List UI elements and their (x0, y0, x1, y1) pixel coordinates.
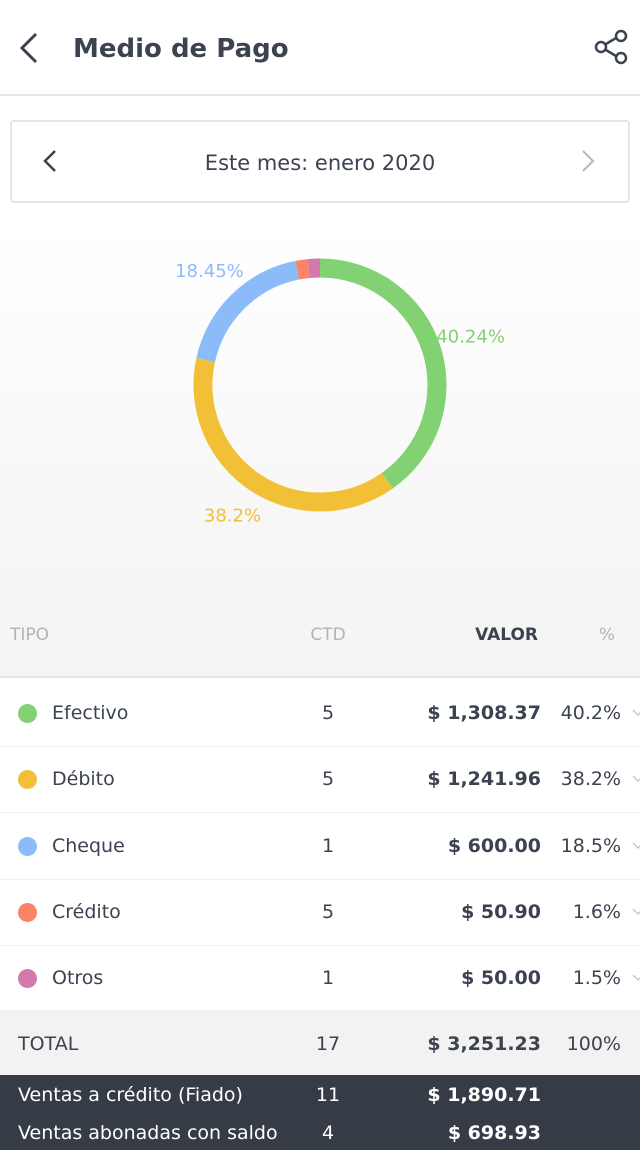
color-dot (18, 902, 37, 922)
row-name: Cheque (52, 834, 125, 857)
footer-valor: $ 1,890.71 (427, 1084, 541, 1106)
row-valor: $ 600.00 (447, 834, 541, 857)
row-valor: $ 1,241.96 (427, 768, 541, 791)
row-valor: $ 50.00 (461, 967, 541, 990)
color-dot (18, 770, 37, 790)
period-selector (10, 120, 630, 203)
total-label: TOTAL (18, 1033, 79, 1055)
row-name: Crédito (52, 900, 121, 923)
row-name: Otros (52, 967, 104, 990)
donut-label: 38.2% (204, 506, 261, 527)
donut-segment (193, 357, 393, 512)
color-dot (18, 969, 37, 989)
row-pct: 18.5% (560, 834, 621, 857)
footer-name: Ventas a crédito (Fiado) (18, 1084, 243, 1106)
chevron-icon (632, 908, 640, 915)
donut-segment (196, 260, 300, 363)
footer-ctd: 11 (315, 1084, 341, 1106)
back-button[interactable] (14, 30, 46, 66)
row-pct: 1.5% (572, 967, 621, 990)
table-row[interactable] (0, 680, 640, 747)
total-ctd: 17 (315, 1033, 341, 1055)
row-valor: $ 50.90 (461, 900, 541, 923)
row-pct: 38.2% (560, 768, 621, 791)
donut-segment (307, 258, 321, 279)
chart-area (0, 225, 640, 590)
row-expand[interactable] (632, 708, 640, 718)
footer-name: Ventas abonadas con saldo (18, 1122, 278, 1144)
column-header: % (598, 625, 616, 645)
table-row[interactable] (0, 879, 640, 946)
table-row[interactable] (0, 746, 640, 814)
donut-label: 40.24% (436, 326, 505, 347)
app-bar (0, 0, 640, 96)
donut-segment (295, 259, 310, 280)
row-ctd: 1 (321, 834, 335, 857)
share-button[interactable] (592, 28, 632, 68)
prev-period[interactable] (40, 148, 60, 176)
donut-segment (319, 258, 447, 489)
row-ctd: 5 (321, 702, 335, 724)
row-pct: 1.6% (572, 900, 621, 923)
row-ctd: 5 (321, 900, 335, 923)
chevron-icon (632, 842, 640, 849)
chevron-icon (632, 775, 640, 783)
color-dot (18, 704, 37, 723)
row-pct: 40.2% (560, 702, 621, 724)
row-expand[interactable] (632, 841, 640, 851)
column-header: TIPO (10, 625, 50, 645)
footer-valor: $ 698.93 (447, 1122, 541, 1144)
total-row (0, 1010, 640, 1075)
total-pct: 100% (566, 1033, 621, 1055)
summary-footer (0, 1075, 640, 1150)
period-label: Este mes: enero 2020 (204, 151, 436, 175)
row-expand[interactable] (632, 973, 640, 983)
color-dot (18, 836, 37, 856)
next-period[interactable] (578, 148, 598, 176)
row-expand[interactable] (632, 907, 640, 917)
row-name: Efectivo (52, 702, 129, 724)
row-ctd: 5 (321, 768, 335, 791)
total-valor: $ 3,251.23 (427, 1033, 541, 1055)
row-name: Débito (52, 768, 115, 791)
column-header[interactable]: VALOR (475, 625, 538, 645)
column-header: CTD (310, 625, 346, 645)
row-expand[interactable] (632, 774, 640, 784)
donut-label: 18.45% (175, 261, 244, 282)
table-row[interactable] (0, 813, 640, 880)
chevron-icon (632, 974, 640, 982)
page-title: Medio de Pago (73, 34, 289, 64)
donut-chart: 40.24% 38.2% 18.45% (175, 258, 505, 527)
row-valor: $ 1,308.37 (427, 702, 541, 724)
footer-ctd: 4 (321, 1122, 335, 1144)
row-ctd: 1 (321, 967, 335, 990)
chevron-icon (632, 709, 640, 717)
table-header (0, 590, 640, 678)
